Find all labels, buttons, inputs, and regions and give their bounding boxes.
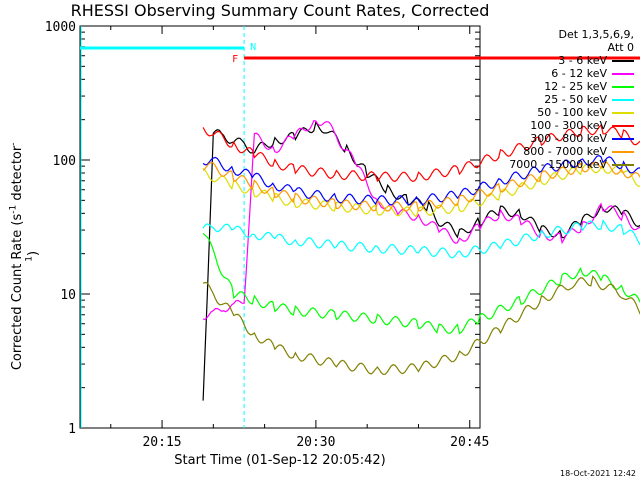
legend-header-2: Att 0 [607,41,634,54]
x-tick-label: 20:45 [450,435,489,450]
legend-entry-label: 800 - 7000 keV [523,145,607,158]
legend-entry-label: 3 - 6 keV [558,54,607,67]
series-line [203,120,640,320]
legend-swatch [612,98,634,101]
chart-title: RHESSI Observing Summary Count Rates, Co… [70,1,490,20]
legend-header-1: Det 1,3,5,6,9, [558,28,634,41]
legend-entry: 25 - 50 keV [509,93,634,106]
legend-entry-label: 25 - 50 keV [544,93,607,106]
legend-swatch [612,163,634,166]
legend-entry-label: 100 - 300 keV [530,119,607,132]
y-axis-label: Corrected Count Rate (s-1 detector-1) [8,142,42,371]
y-tick-label: 100 [53,154,76,169]
series-lines [202,120,640,401]
flag-bars: NFS [80,26,640,428]
legend-entry: 800 - 7000 keV [509,145,634,158]
legend-swatch [612,111,634,114]
flag-label-night: N [250,42,256,53]
legend-swatch [612,150,634,153]
legend-swatch [612,85,634,88]
legend-entry-label: 300 - 800 keV [530,132,607,145]
x-tick-label: 20:15 [142,435,181,450]
x-axis-label: Start Time (01-Sep-12 20:05:42) [174,453,386,468]
legend-entry: 100 - 300 keV [509,119,634,132]
legend-swatch [612,59,634,62]
legend-entry-label: 50 - 100 keV [537,106,607,119]
legend-entry-label: 6 - 12 keV [551,67,607,80]
x-tick-label: 20:30 [296,435,335,450]
plot-area [79,25,481,429]
legend: Det 1,3,5,6,9, Att 0 3 - 6 keV 6 - 12 keV… [509,28,634,171]
plot-frame [79,25,481,429]
footer-timestamp: 18-Oct-2021 12:42 [560,469,636,478]
flag-label-flare: F [232,54,238,65]
series-line [202,161,640,212]
legend-entry: 3 - 6 keV [509,54,634,67]
y-tick-label: 1000 [45,20,76,35]
legend-entry-label: 7000 - 15000 keV [509,158,607,171]
legend-swatch [612,137,634,140]
legend-swatch [612,124,634,127]
legend-entry: 300 - 800 keV [509,132,634,145]
series-line [202,120,640,401]
legend-swatch [612,72,634,75]
series-line [202,219,640,259]
y-tick-label: 10 [60,288,76,303]
legend-entry: 12 - 25 keV [509,80,634,93]
legend-entry: 50 - 100 keV [509,106,634,119]
series-line [202,123,640,183]
series-line [202,232,640,335]
y-tick-label: 1 [68,422,76,437]
legend-entry: 6 - 12 keV [509,67,634,80]
axis-ticks: 1 10 100 1000 20:15 20:30 20:45 [45,20,490,450]
legend-entry: 7000 - 15000 keV [509,158,634,171]
series-line [202,154,640,206]
series-line [202,275,640,376]
series-line [202,163,640,218]
legend-entry-label: 12 - 25 keV [544,80,607,93]
